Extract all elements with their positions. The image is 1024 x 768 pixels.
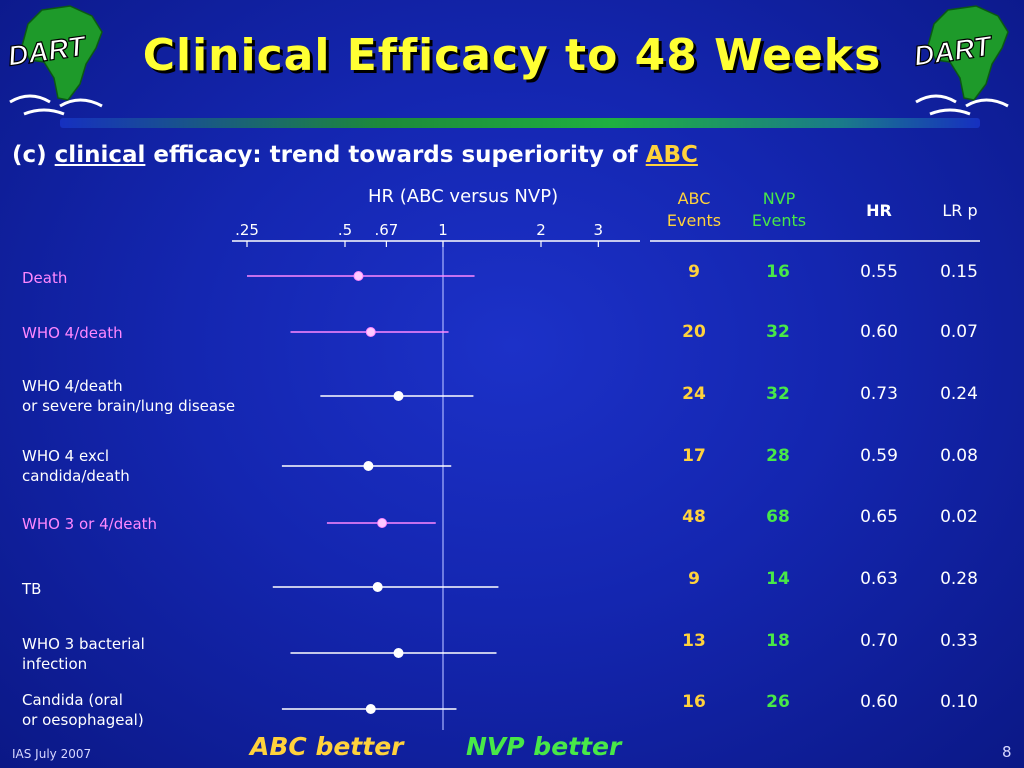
abc-events-cell: 17	[682, 446, 706, 466]
row-label-line: WHO 3 bacterial	[22, 635, 145, 653]
nvp-events-cell: 26	[766, 692, 790, 712]
subtitle-prefix: (c)	[12, 142, 55, 168]
title-divider-bar	[60, 118, 980, 128]
x-tick-label: 2	[536, 221, 546, 239]
page-number: 8	[1002, 743, 1012, 761]
abc-better-label: ABC better	[250, 732, 404, 761]
abc-events-cell: 24	[682, 384, 706, 404]
row-label: TB	[22, 579, 41, 599]
row-label: WHO 4 excl candida/death	[22, 446, 130, 486]
hazard-ratio-point	[393, 391, 404, 401]
abc-header-line1: ABC	[677, 189, 711, 208]
abc-events-cell: 13	[682, 631, 706, 651]
lr-p-cell: 0.28	[940, 569, 978, 589]
lr-p-cell: 0.33	[940, 631, 978, 651]
hazard-ratio-point	[393, 648, 404, 658]
row-label-line: candida/death	[22, 467, 130, 485]
x-tick-label: 3	[593, 221, 604, 239]
dart-logo-right: DART	[911, 5, 1009, 116]
nvp-events-cell: 18	[766, 631, 790, 651]
subtitle-underlined: clinical	[54, 142, 146, 168]
hazard-ratio-point	[372, 582, 383, 592]
nvp-better-label: NVP better	[466, 732, 622, 761]
row-label-line: WHO 4/death	[22, 324, 123, 342]
x-tick-label: .25	[235, 221, 259, 239]
row-label-line: Candida (oral	[22, 691, 123, 709]
nvp-events-cell: 68	[766, 507, 790, 527]
nvp-header-line2: Events	[751, 211, 807, 230]
lr-p-cell: 0.07	[940, 322, 978, 342]
hazard-ratio-point	[363, 461, 374, 471]
abc-events-header: ABC Events	[655, 188, 733, 232]
abc-events-cell: 9	[688, 262, 700, 282]
lr-p-cell: 0.24	[940, 384, 978, 404]
africa-map-icon	[927, 5, 1009, 101]
abc-events-cell: 48	[682, 507, 706, 527]
hr-header: HR	[866, 201, 892, 220]
hr-cell: 0.60	[860, 692, 898, 712]
hr-cell: 0.60	[860, 322, 898, 342]
hr-cell: 0.55	[860, 262, 898, 282]
hazard-ratio-point	[365, 327, 376, 337]
hazard-ratio-point	[353, 271, 364, 281]
hazard-ratio-point	[365, 704, 376, 714]
row-label: WHO 4/death	[22, 323, 123, 343]
hr-cell: 0.73	[860, 384, 898, 404]
lr-p-cell: 0.02	[940, 507, 978, 527]
row-label-line: Death	[22, 269, 68, 287]
nvp-events-cell: 32	[766, 322, 790, 342]
row-label-line: WHO 4/death	[22, 377, 123, 395]
lr-p-cell: 0.08	[940, 446, 978, 466]
row-label: WHO 3 bacterial infection	[22, 634, 145, 674]
footer-conference: IAS July 2007	[12, 747, 92, 761]
row-label-line: or oesophageal)	[22, 711, 144, 729]
row-label: Candida (oral or oesophageal)	[22, 690, 144, 730]
slide-title: Clinical Efficacy to 48 Weeks	[142, 30, 882, 81]
abc-events-cell: 20	[682, 322, 706, 342]
abc-events-cell: 9	[688, 569, 700, 589]
x-tick-label: .67	[374, 221, 399, 239]
nvp-events-cell: 32	[766, 384, 790, 404]
row-label-line: WHO 3 or 4/death	[22, 515, 158, 533]
row-label-line: or severe brain/lung disease	[22, 397, 236, 415]
row-label-line: WHO 4 excl	[22, 447, 109, 465]
abc-events-cell: 16	[682, 692, 706, 712]
lr-p-cell: 0.15	[940, 262, 978, 282]
row-label: WHO 4/death or severe brain/lung disease	[22, 376, 235, 416]
nvp-events-cell: 16	[766, 262, 790, 282]
lr-p-cell: 0.10	[940, 692, 978, 712]
hr-cell: 0.63	[860, 569, 898, 589]
hr-cell: 0.59	[860, 446, 898, 466]
row-label-line: infection	[22, 655, 88, 673]
x-axis-title: HR (ABC versus NVP)	[368, 186, 559, 207]
hr-cell: 0.70	[860, 631, 898, 651]
subtitle-middle: efficacy: trend towards superiority of	[145, 142, 646, 168]
africa-map-icon	[21, 5, 103, 101]
hr-cell: 0.65	[860, 507, 898, 527]
abc-header-line2: Events	[666, 211, 722, 230]
nvp-events-header: NVP Events	[740, 188, 818, 232]
row-label: WHO 3 or 4/death	[22, 514, 157, 534]
dart-logo-left: DART	[5, 5, 103, 116]
subtitle-abc: ABC	[645, 142, 698, 168]
x-tick-label: 1	[438, 221, 448, 239]
row-label: Death	[22, 268, 67, 288]
x-tick-label: .5	[337, 221, 353, 239]
nvp-events-cell: 14	[766, 569, 790, 589]
slide-subtitle: (c) clinical efficacy: trend towards sup…	[12, 142, 698, 168]
lr-p-header: LR p	[942, 201, 978, 220]
row-label-line: TB	[22, 580, 42, 598]
hazard-ratio-point	[377, 518, 388, 528]
nvp-events-cell: 28	[766, 446, 790, 466]
nvp-header-line1: NVP	[762, 189, 796, 208]
